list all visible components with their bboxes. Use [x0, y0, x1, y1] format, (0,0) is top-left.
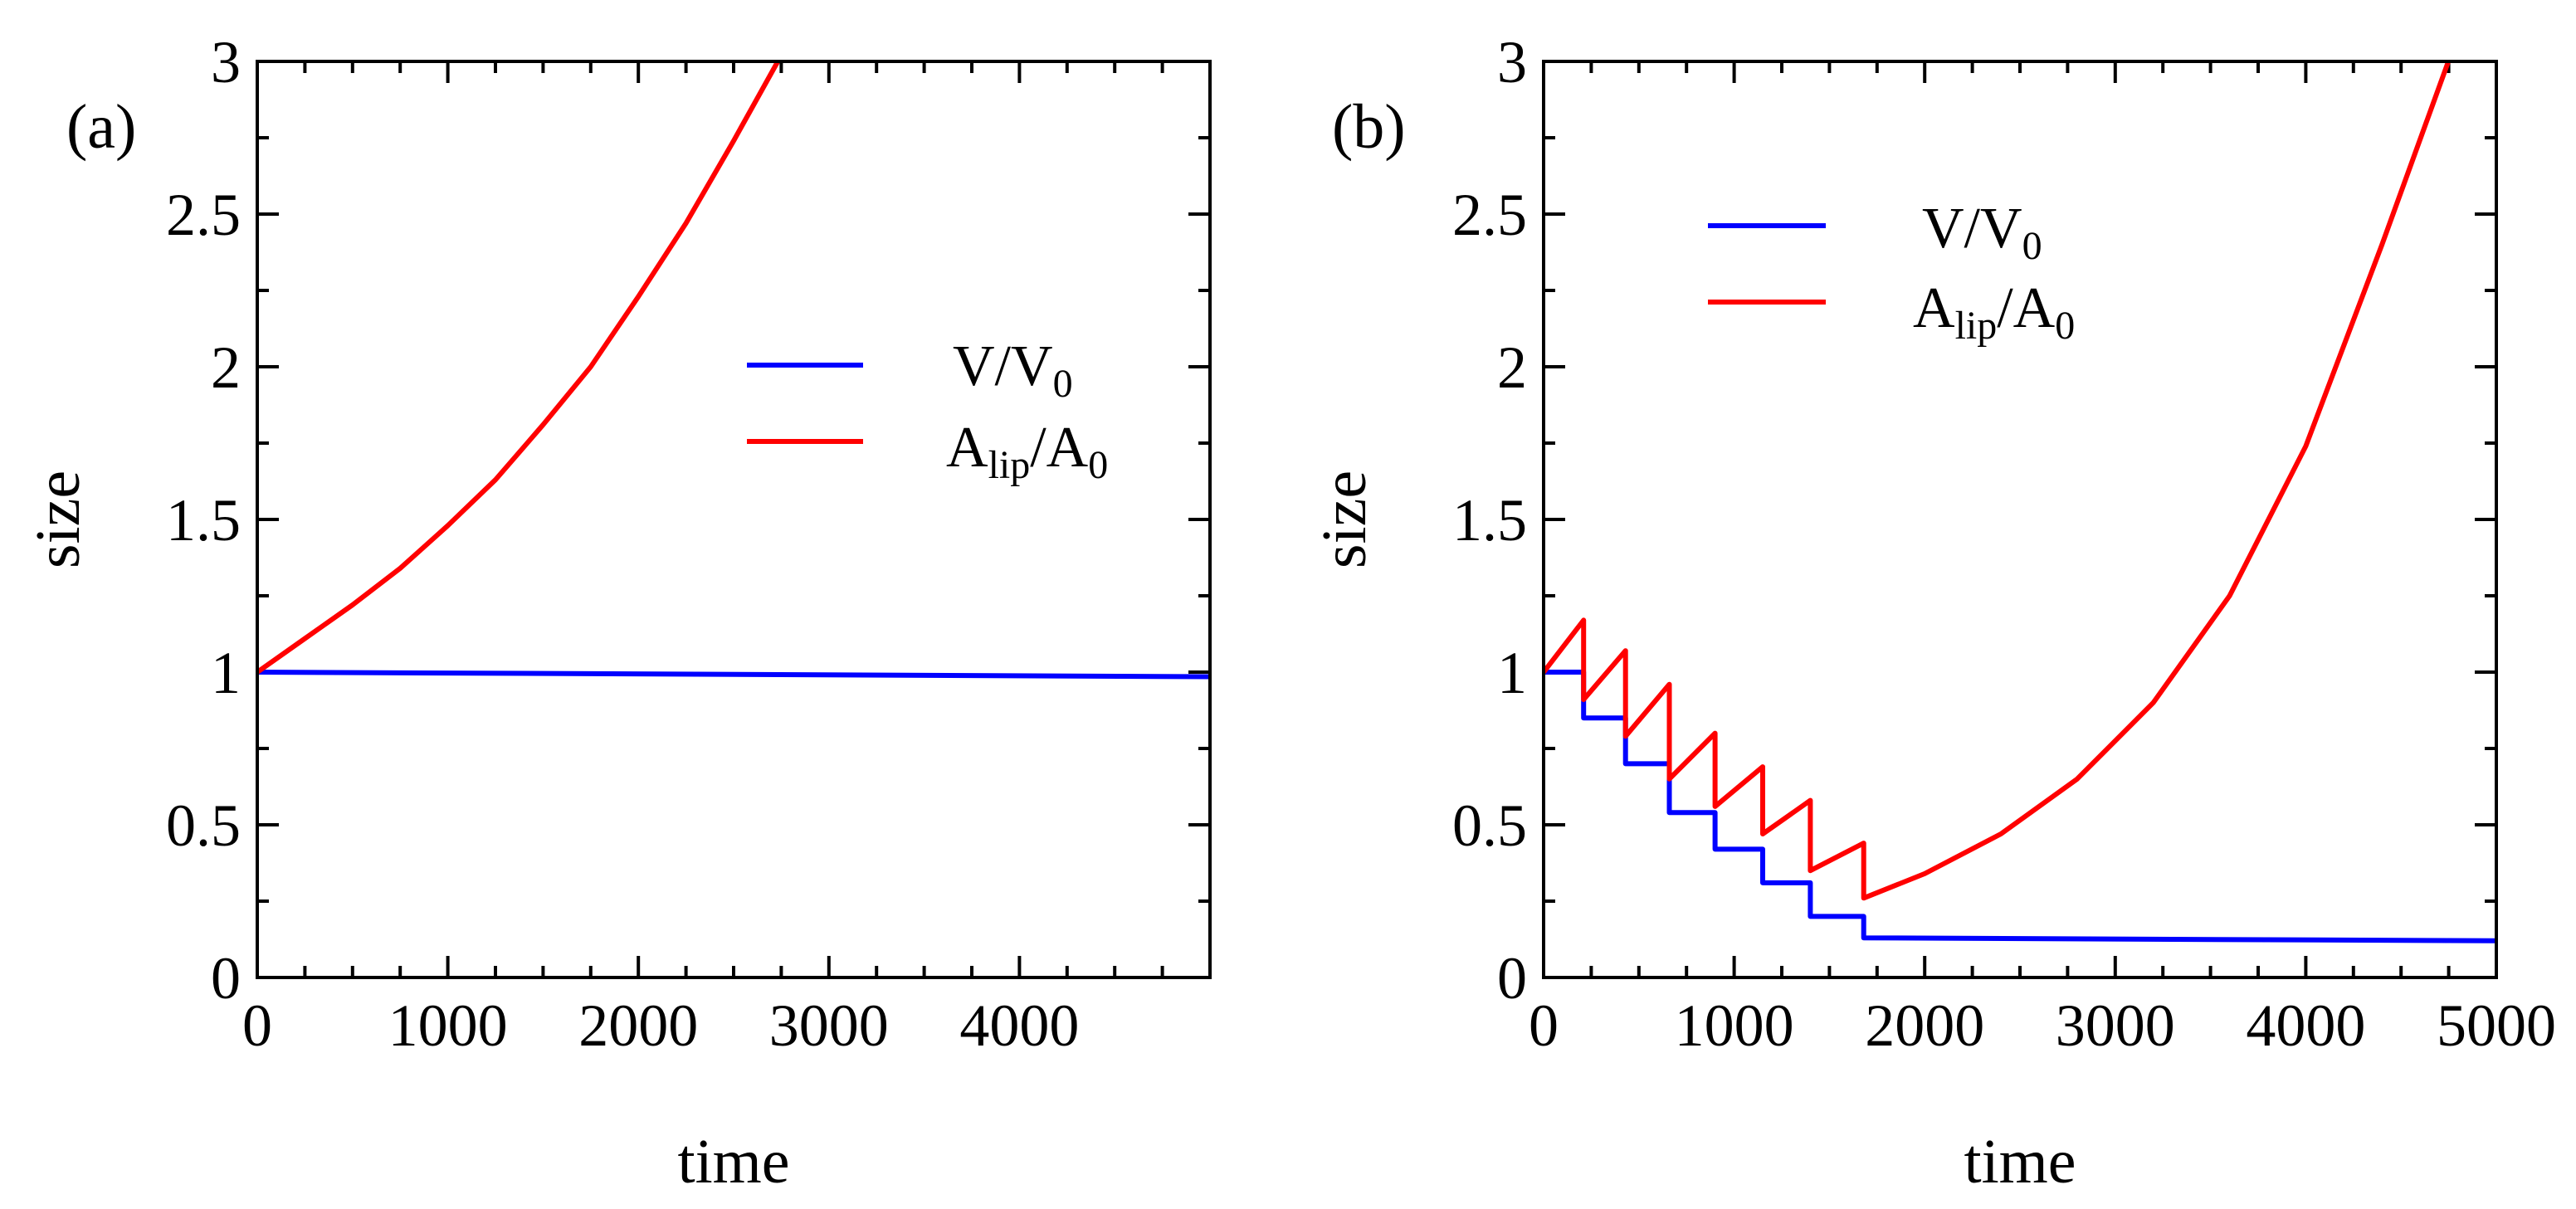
panel-a-frame	[256, 60, 1212, 979]
series-line-alip-over-a0	[257, 61, 781, 675]
panel-b-plot-area	[1544, 61, 2496, 943]
series-line-v-over-v0	[257, 670, 1210, 680]
x-tick-label: 0	[242, 992, 272, 1059]
legend-label-alip-over-a0: Alip/A0	[946, 416, 1108, 487]
series-line-alip-over-a0	[1544, 61, 2452, 901]
y-tick-label: 0.5	[166, 792, 241, 859]
panel-b-x-axis-label: time	[1964, 1127, 2076, 1197]
x-tick-label: 1000	[388, 992, 508, 1059]
y-tick-label: 3	[1497, 29, 1527, 95]
x-tick-label: 3000	[2056, 992, 2175, 1059]
y-tick-label: 2.5	[166, 182, 241, 248]
y-tick-label: 3	[211, 29, 241, 95]
y-tick-label: 1.5	[166, 487, 241, 553]
panel-b-tick-labels: 0 1000 2000 3000 4000 5000 0 0.5 1 1.5 2 2.5 3	[1452, 29, 2556, 1059]
panel-b: 0 1000 2000 3000 4000 5000 0 0.5 1 1.5 2 2.5 3 (b) t…	[1310, 29, 2556, 1197]
panel-b-legend: V/V0 Alip/A0	[1708, 197, 2075, 348]
panel-a-plot-area	[257, 61, 1210, 680]
x-tick-label: 5000	[2437, 992, 2556, 1059]
y-tick-label: 0.5	[1452, 792, 1527, 859]
panel-b-y-axis-label: size	[1310, 470, 1379, 568]
x-tick-label: 2000	[578, 992, 698, 1059]
series-line-v-over-v0	[1544, 670, 2496, 943]
x-tick-label: 4000	[2246, 992, 2365, 1059]
y-tick-label: 2	[211, 334, 241, 401]
y-tick-label: 1	[1497, 640, 1527, 706]
x-tick-label: 4000	[959, 992, 1079, 1059]
panel-a-x-axis-label: time	[677, 1127, 789, 1197]
x-tick-label: 2000	[1865, 992, 1984, 1059]
y-tick-label: 2	[1497, 334, 1527, 401]
legend-label-alip-over-a0: Alip/A0	[1913, 276, 2075, 348]
y-tick-label: 2.5	[1452, 182, 1527, 248]
x-tick-label: 3000	[769, 992, 889, 1059]
legend-label-v-over-v0: V/V0	[1922, 197, 2042, 268]
y-tick-label: 1	[211, 640, 241, 706]
panel-a-y-axis-label: size	[23, 470, 93, 568]
panel-a-ticks	[256, 60, 1212, 979]
y-tick-label: 0	[1497, 945, 1527, 1012]
panel-a-label: (a)	[66, 92, 136, 162]
x-tick-label: 0	[1529, 992, 1559, 1059]
panel-a-legend: V/V0 Alip/A0	[747, 334, 1108, 487]
x-tick-label: 1000	[1675, 992, 1794, 1059]
panel-b-frame	[1542, 60, 2498, 979]
panel-b-label: (b)	[1332, 92, 1406, 162]
y-tick-label: 1.5	[1452, 487, 1527, 553]
y-tick-label: 0	[211, 945, 241, 1012]
panel-a-tick-labels: 0 1000 2000 3000 4000 0 0.5 1 1.5 2 2.5 3	[166, 29, 1079, 1059]
legend-label-v-over-v0: V/V0	[953, 334, 1073, 406]
